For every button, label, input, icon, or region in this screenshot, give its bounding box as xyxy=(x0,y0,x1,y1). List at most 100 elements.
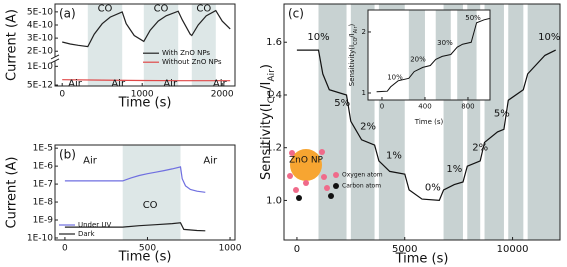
y-axis-label-part: /I xyxy=(348,33,356,37)
plot-frame xyxy=(283,3,561,241)
shaded-band xyxy=(408,10,425,100)
y-axis-label-part: ) xyxy=(348,24,356,27)
y-axis-label-part: Sensitivity(I xyxy=(348,45,356,86)
annotation: CO xyxy=(196,4,211,15)
oxygen-dot xyxy=(324,185,330,191)
axis-break xyxy=(50,58,60,64)
annotation: 1% xyxy=(446,164,462,175)
x-tick-label: 1000 xyxy=(131,90,154,100)
y-axis-label-part: Air xyxy=(353,26,359,34)
y-tick-label: 4E-10 xyxy=(27,20,53,30)
carbon-dot xyxy=(328,193,334,199)
plots: 0 1000 20005E-121E-102E-103E-104E-105E-10T… xyxy=(5,3,561,267)
x-tick-label: 1000 xyxy=(219,244,242,254)
y-tick-label: 1E-9 xyxy=(33,216,54,226)
y-tick-label: 1E-10 xyxy=(27,62,53,72)
zno-diagram: ZnO NP Oxygen atom Carbon atom xyxy=(287,149,383,201)
annotation: 5% xyxy=(494,108,510,119)
oxygen-key xyxy=(333,172,339,178)
x-axis-label: Time (s) xyxy=(414,118,444,126)
y-tick-label: 1E-7 xyxy=(33,180,53,190)
legend-label: Under UV xyxy=(78,221,112,229)
x-tick-label: 0 xyxy=(380,102,384,110)
x-axis-label: Time (s) xyxy=(395,252,449,267)
panel-label: (c) xyxy=(288,7,304,21)
annotation: 10% xyxy=(387,74,403,82)
y-axis-label-part: CO xyxy=(353,38,359,45)
annotation: 2% xyxy=(360,122,376,133)
x-tick-label: 5000 xyxy=(392,244,417,255)
y-tick-label: 1E-10 xyxy=(27,233,53,243)
particle-label: ZnO NP xyxy=(289,156,324,166)
shaded-band xyxy=(318,4,347,240)
data-line xyxy=(62,9,231,48)
annotation: 30% xyxy=(437,39,453,47)
x-tick-label: 0 xyxy=(59,90,65,100)
plot-frame xyxy=(367,9,491,101)
y-axis-label: Sensitivity(ICO/IAir) xyxy=(259,64,277,180)
annotation: Air xyxy=(68,79,83,90)
oxygen-dot xyxy=(321,174,327,180)
y-tick-label: 1.6 xyxy=(266,37,282,48)
x-tick-label: 2000 xyxy=(211,90,234,100)
panel-label: (b) xyxy=(59,148,76,162)
y-tick-label: 1.4 xyxy=(266,90,282,101)
y-axis-label: Current (A) xyxy=(5,9,20,81)
annotation: Air xyxy=(213,79,228,90)
oxygen-dot xyxy=(293,187,299,193)
x-axis-label: Time (s) xyxy=(118,250,172,265)
y-axis-label-part: Sensitivity(I xyxy=(259,103,274,180)
plot-frame xyxy=(54,3,236,87)
annotation: Air xyxy=(203,155,218,166)
y-tick-label: 2E-10 xyxy=(27,47,53,57)
annotation: 5% xyxy=(334,98,350,109)
annotation: CO xyxy=(143,200,158,211)
annotation: Air xyxy=(163,79,178,90)
axis-break-gap xyxy=(52,56,58,61)
annotation: 1% xyxy=(386,151,402,162)
shaded-band xyxy=(191,4,216,86)
data-line xyxy=(296,49,556,202)
annotation: 0% xyxy=(425,182,441,193)
oxygen-dot xyxy=(289,150,295,156)
x-tick-label: 500 xyxy=(139,244,156,254)
x-tick-label: 0 xyxy=(62,244,68,254)
x-tick-label: 400 xyxy=(418,102,431,110)
x-axis-label: Time (s) xyxy=(118,96,172,111)
y-axis-label-part: ) xyxy=(259,64,274,69)
oxygen-dot xyxy=(303,180,309,186)
x-tick-label: 800 xyxy=(461,102,474,110)
data-line xyxy=(62,79,231,82)
y-axis-label-part: Air xyxy=(267,69,277,82)
shaded-band xyxy=(527,4,560,240)
legend-label: With ZnO NPs xyxy=(162,49,210,57)
carbon-dot xyxy=(296,195,302,201)
y-tick-label: 5E-10 xyxy=(27,7,53,17)
axis-break xyxy=(50,54,60,60)
annotation: CO xyxy=(98,4,113,15)
legend-label: Without ZnO NPs xyxy=(162,58,222,66)
data-line xyxy=(64,222,206,232)
y-tick-label: 1E-8 xyxy=(33,198,54,208)
y-axis-label-part: /I xyxy=(259,82,274,90)
x-tick-label: 10000 xyxy=(497,244,529,255)
oxygen-dot xyxy=(287,173,293,179)
y-tick-label: 1 xyxy=(362,89,366,97)
y-tick-label: 1.0 xyxy=(266,195,282,206)
shaded-band xyxy=(122,145,181,240)
annotation: CO xyxy=(154,4,169,15)
annotation: 20% xyxy=(410,55,426,63)
carbon-label: Carbon atom xyxy=(342,183,381,190)
annotation: 2% xyxy=(472,143,488,154)
panel-label: (a) xyxy=(59,7,76,21)
legend-label: Dark xyxy=(78,230,96,238)
carbon-key xyxy=(333,183,339,189)
shaded-band xyxy=(508,4,524,240)
annotation: Air xyxy=(83,155,98,166)
y-axis-label: Sensitivity(ICO/IAir) xyxy=(348,24,359,87)
plot-frame xyxy=(54,144,236,241)
zno-particle xyxy=(290,149,322,181)
y-tick-label: 2 xyxy=(362,28,366,36)
shaded-band xyxy=(457,10,477,100)
